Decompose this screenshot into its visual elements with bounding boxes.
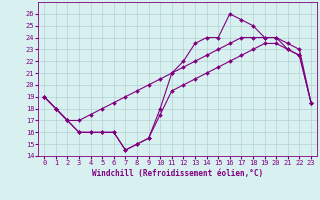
X-axis label: Windchill (Refroidissement éolien,°C): Windchill (Refroidissement éolien,°C) bbox=[92, 169, 263, 178]
